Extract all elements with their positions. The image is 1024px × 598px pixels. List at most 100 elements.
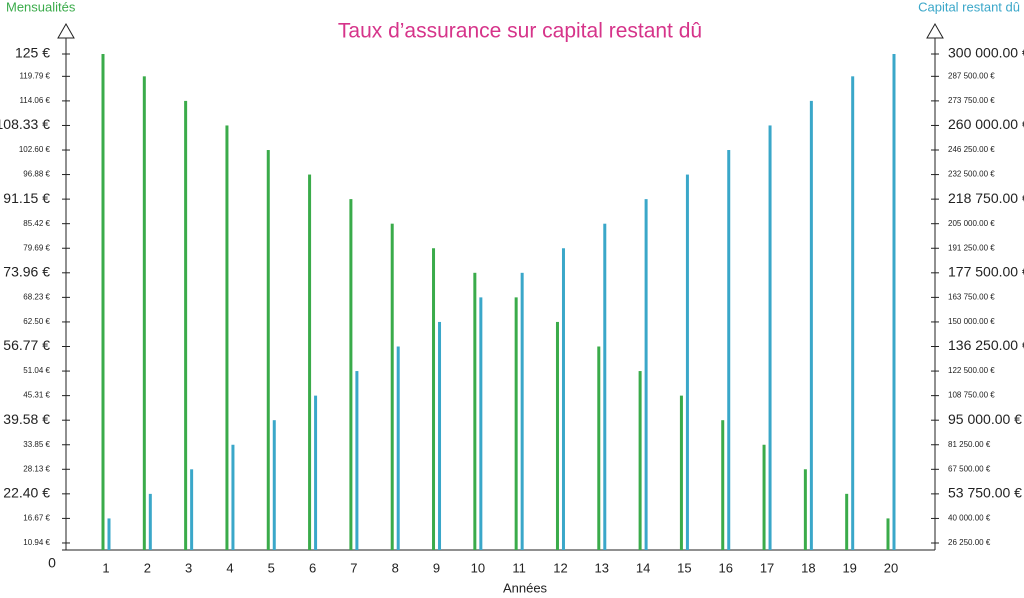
bar <box>638 371 642 550</box>
x-tick-label: 7 <box>350 560 357 575</box>
y-axis-arrow <box>57 22 75 39</box>
bar <box>851 76 855 550</box>
bar <box>520 272 524 550</box>
bar <box>555 321 559 550</box>
y-tick-label: 91.15 € <box>3 190 50 206</box>
bar <box>225 125 229 550</box>
y2-axis-label: Capital restant dû <box>918 0 1020 14</box>
bar <box>390 223 394 551</box>
x-axis-label: Années <box>503 580 548 595</box>
y2-tick-label: 40 000.00 € <box>948 514 991 523</box>
y2-tick-label: 163 750.00 € <box>948 292 995 301</box>
x-tick-label: 11 <box>512 560 526 575</box>
bar <box>685 174 689 551</box>
bar <box>886 518 890 550</box>
y2-tick-label: 205 000.00 € <box>948 219 995 228</box>
x-tick-label: 9 <box>433 560 440 575</box>
bar <box>803 469 807 550</box>
y-tick-label: 119.79 € <box>19 71 50 80</box>
y-tick-label: 51.04 € <box>23 366 50 375</box>
x-tick-label: 8 <box>392 560 399 575</box>
y2-tick-label: 273 750.00 € <box>948 96 995 105</box>
y-tick-label: 56.77 € <box>3 337 50 353</box>
y-tick-label: 68.23 € <box>23 292 50 301</box>
y-tick-label: 33.85 € <box>23 440 50 449</box>
bar <box>679 395 683 550</box>
bar <box>514 297 518 550</box>
bar <box>727 150 731 551</box>
y2-tick-label: 136 250.00 € <box>948 337 1024 353</box>
y-tick-label: 108.33 € <box>0 116 50 132</box>
y2-tick-label: 26 250.00 € <box>948 538 991 547</box>
y2-tick-label: 150 000.00 € <box>948 317 995 326</box>
y-tick-label: 45.31 € <box>23 391 50 400</box>
bar <box>892 54 896 550</box>
x-tick-label: 17 <box>760 560 774 575</box>
y-tick-label: 102.60 € <box>19 145 51 154</box>
y2-tick-label: 246 250.00 € <box>948 145 995 154</box>
bar <box>603 223 607 550</box>
y-axis-label: Mensualités <box>6 0 76 14</box>
y2-tick-label: 108 750.00 € <box>948 391 995 400</box>
bar <box>597 346 601 550</box>
y2-tick-label: 67 500.00 € <box>948 464 991 473</box>
bar <box>314 395 318 550</box>
x-tick-label: 4 <box>226 560 233 575</box>
bar <box>355 371 359 550</box>
y2-tick-label: 232 500.00 € <box>948 170 995 179</box>
bar <box>438 321 442 550</box>
y2-tick-label: 177 500.00 € <box>948 264 1024 280</box>
y2-tick-label: 81 250.00 € <box>948 440 991 449</box>
y2-tick-label: 218 750.00 € <box>948 190 1024 206</box>
y2-tick-label: 191 250.00 € <box>948 243 995 252</box>
bar <box>721 420 725 550</box>
y-tick-label: 114.06 € <box>19 96 50 105</box>
x-tick-label: 15 <box>677 560 691 575</box>
bar <box>101 54 105 550</box>
y2-tick-label: 287 500.00 € <box>948 71 995 80</box>
y-tick-label: 39.58 € <box>3 411 50 427</box>
chart-title: Taux d’assurance sur capital restant dû <box>338 20 702 43</box>
bar <box>107 518 111 550</box>
bar <box>184 100 188 550</box>
bar <box>473 272 477 550</box>
y-tick-label: 16.67 € <box>23 514 50 523</box>
y2-tick-label: 300 000.00 € <box>948 45 1024 61</box>
y-tick-label: 28.13 € <box>23 464 50 473</box>
bar <box>266 150 270 551</box>
x-tick-label: 1 <box>102 560 109 575</box>
bar <box>845 493 849 550</box>
bar <box>142 76 146 550</box>
x-tick-label: 10 <box>471 560 485 575</box>
y-tick-label: 10.94 € <box>23 538 50 547</box>
y-tick-label: 79.69 € <box>23 243 50 252</box>
x-tick-label: 14 <box>636 560 650 575</box>
x-tick-label: 20 <box>884 560 898 575</box>
x-tick-label: 2 <box>144 560 151 575</box>
y2-tick-label: 53 750.00 € <box>948 485 1022 501</box>
bar <box>762 444 766 550</box>
bar <box>768 125 772 550</box>
y-tick-label: 96.88 € <box>23 170 50 179</box>
y-tick-label: 22.40 € <box>3 485 50 501</box>
bar <box>190 469 194 550</box>
bar <box>308 174 312 550</box>
y2-tick-label: 122 500.00 € <box>948 366 995 375</box>
bar <box>479 297 483 550</box>
bar <box>561 248 565 550</box>
x-tick-label: 3 <box>185 560 192 575</box>
y-tick-label: 125 € <box>15 45 50 61</box>
x-tick-label: 5 <box>268 560 275 575</box>
bar <box>231 444 235 550</box>
bar <box>809 100 813 550</box>
x-tick-label: 6 <box>309 560 316 575</box>
y2-tick-label: 260 000.00 € <box>948 116 1024 132</box>
x-tick-label: 16 <box>719 560 733 575</box>
y-tick-label: 62.50 € <box>23 317 50 326</box>
x-tick-label: 12 <box>553 560 567 575</box>
bar <box>432 248 436 551</box>
x-tick-label: 13 <box>595 560 609 575</box>
y-tick-label: 85.42 € <box>23 219 50 228</box>
y-tick-label: 73.96 € <box>3 264 50 280</box>
